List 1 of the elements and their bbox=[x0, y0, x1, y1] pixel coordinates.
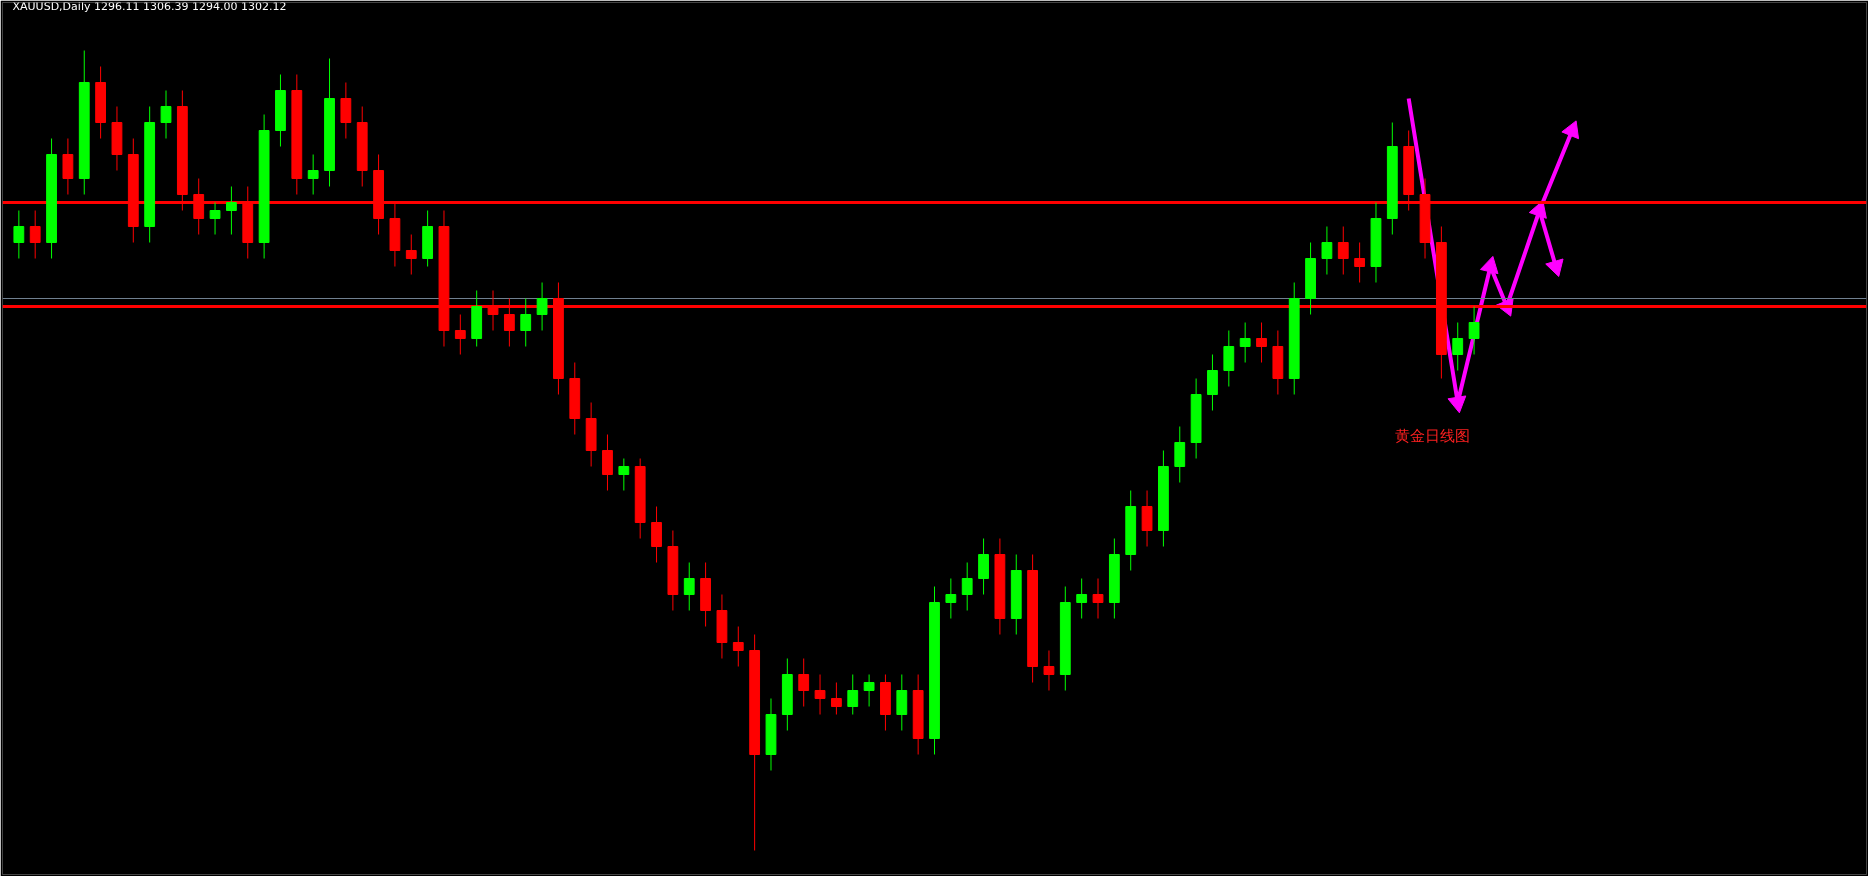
annotation: 黄金日线图 bbox=[1394, 426, 1470, 445]
